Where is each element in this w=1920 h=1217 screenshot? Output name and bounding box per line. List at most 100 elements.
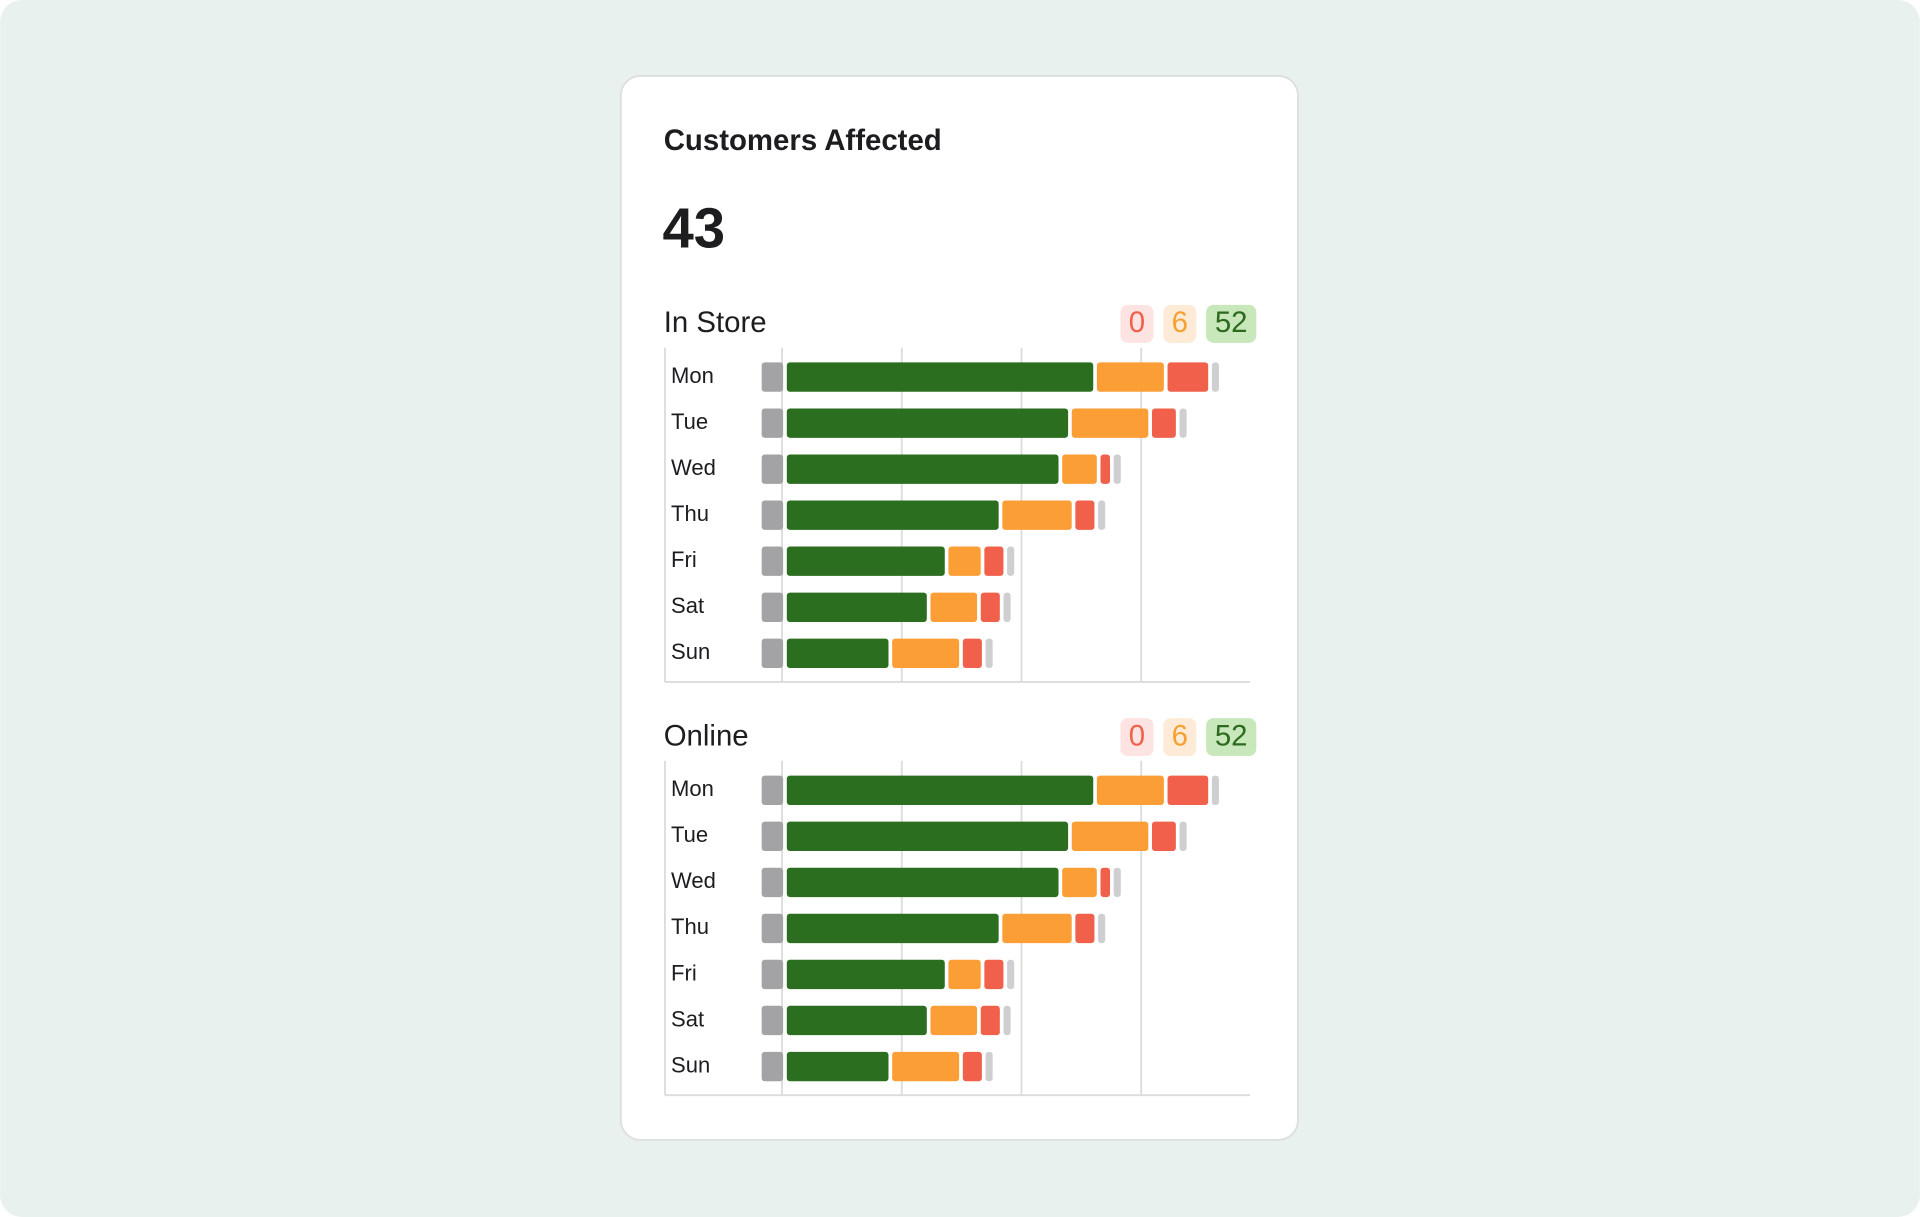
y-tick-label: Fri: [671, 960, 697, 985]
y-tick-label: Sun: [671, 639, 710, 664]
bar-segment: [1096, 362, 1164, 392]
bar-segment: [761, 362, 784, 392]
badge-value: 6: [1172, 306, 1188, 339]
y-tick-label: Mon: [671, 776, 714, 801]
bar-segment: [761, 913, 784, 944]
bar-segment: [892, 1051, 960, 1082]
bar-segment: [980, 1005, 1000, 1036]
bar-segment: [786, 1005, 927, 1036]
bar-segment: [1071, 408, 1149, 438]
y-tick-label: Sun: [671, 1052, 710, 1077]
bar-segment: [761, 1051, 784, 1082]
badge: [1163, 718, 1197, 757]
bar-segment: [786, 775, 1094, 806]
bar-segment: [1075, 913, 1095, 944]
bar-segment: [1151, 821, 1176, 852]
bar-segment: [786, 959, 945, 990]
bar-segment: [761, 592, 784, 622]
bar-segment: [930, 1005, 978, 1036]
bar-segment: [1071, 821, 1149, 852]
bar-segment: [980, 592, 1000, 622]
bar-segment: [1113, 454, 1121, 484]
bar-segment: [1007, 546, 1015, 576]
bar-segment: [786, 1051, 889, 1082]
bar-segment: [984, 546, 1004, 576]
badge: [1206, 718, 1257, 757]
badge: [1163, 304, 1197, 343]
y-tick-label: Fri: [671, 547, 697, 572]
badge-value: 0: [1129, 719, 1145, 752]
bar-segment: [786, 500, 999, 530]
bar-segment: [1179, 821, 1187, 852]
bar-segment: [1098, 500, 1106, 530]
bar-segment: [786, 362, 1094, 392]
bar-segment: [761, 638, 784, 669]
bar-segment: [930, 592, 978, 622]
bar-segment: [761, 959, 784, 990]
bar-segment: [761, 821, 784, 852]
bar-segment: [761, 867, 784, 898]
bar-segment: [761, 546, 784, 576]
bar-segment: [786, 454, 1059, 484]
bar-segment: [1003, 592, 1011, 622]
bar-segment: [962, 1051, 982, 1082]
bar-segment: [1003, 1005, 1011, 1036]
badge-value: 6: [1172, 719, 1188, 752]
bar-segment: [1007, 959, 1015, 990]
bar-segment: [761, 775, 784, 806]
badge-value: 0: [1129, 306, 1145, 339]
card-value: 43: [662, 197, 725, 260]
bar-segment: [948, 959, 981, 990]
bar-segment: [1002, 913, 1072, 944]
y-tick-label: Sat: [671, 1006, 704, 1031]
bar-segment: [761, 408, 784, 438]
bar-segment: [892, 638, 960, 669]
bar-segment: [1167, 362, 1209, 392]
y-tick-label: Wed: [671, 868, 716, 893]
badge: [1120, 718, 1154, 757]
section-title: In Store: [664, 306, 767, 339]
y-tick-label: Thu: [671, 914, 709, 939]
bar-segment: [1167, 775, 1209, 806]
bar-segment: [1179, 408, 1187, 438]
bar-segment: [1100, 867, 1111, 898]
bar-segment: [1075, 500, 1095, 530]
section-title: Online: [664, 719, 749, 752]
bar-segment: [1002, 500, 1072, 530]
y-tick-label: Sat: [671, 593, 704, 618]
bar-segment: [1098, 913, 1106, 944]
badge: [1120, 304, 1154, 343]
bar-segment: [984, 959, 1004, 990]
y-tick-label: Mon: [671, 363, 714, 388]
y-tick-label: Thu: [671, 501, 709, 526]
bar-segment: [786, 408, 1069, 438]
badge-value: 52: [1215, 719, 1248, 752]
bar-segment: [1100, 454, 1111, 484]
bar-segment: [786, 638, 889, 669]
badge: [1206, 304, 1257, 343]
bar-segment: [786, 821, 1069, 852]
bar-segment: [786, 913, 999, 944]
bar-segment: [948, 546, 981, 576]
y-tick-label: Tue: [671, 822, 708, 847]
bar-segment: [786, 546, 945, 576]
bar-segment: [761, 454, 784, 484]
bar-segment: [1113, 867, 1121, 898]
bar-segment: [1211, 362, 1219, 392]
bar-segment: [1096, 775, 1164, 806]
y-tick-label: Wed: [671, 455, 716, 480]
card-title: Customers Affected: [664, 124, 942, 157]
bar-segment: [761, 500, 784, 530]
bar-segment: [761, 1005, 784, 1036]
bar-segment: [1151, 408, 1176, 438]
bar-segment: [962, 638, 982, 669]
bar-segment: [1211, 775, 1219, 806]
bar-segment: [985, 638, 993, 669]
y-tick-label: Tue: [671, 409, 708, 434]
badge-value: 52: [1215, 306, 1248, 339]
bar-segment: [1062, 454, 1097, 484]
bar-segment: [786, 867, 1059, 898]
bar-segment: [1062, 867, 1097, 898]
